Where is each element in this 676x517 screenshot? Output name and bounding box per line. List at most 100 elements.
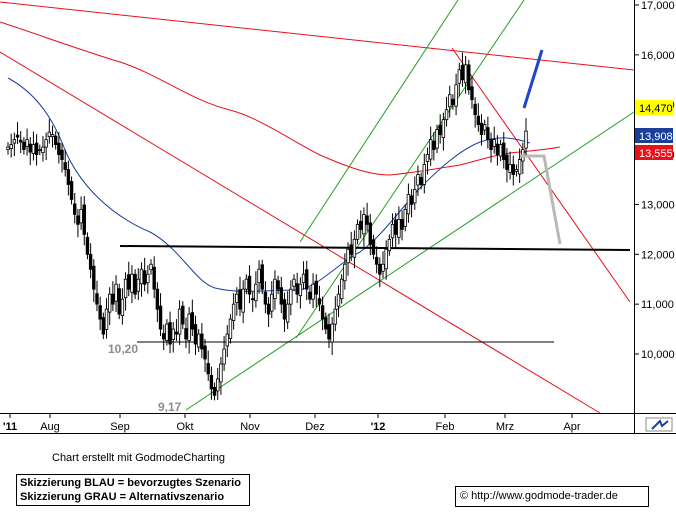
candle-body — [279, 287, 284, 305]
candle-body — [19, 139, 23, 143]
candle-body — [190, 312, 195, 330]
scenario-legend: Skizzierung BLAU = bevorzugtes Szenario … — [16, 474, 250, 506]
candle — [479, 114, 484, 146]
candle-body — [107, 293, 112, 313]
candle-body — [365, 215, 369, 225]
candle — [196, 329, 201, 353]
candle — [416, 165, 420, 196]
website-url[interactable]: http://www.godmode-trader.de — [471, 490, 618, 502]
candle — [368, 213, 372, 256]
green-uptrend-line — [185, 111, 635, 411]
candle-body — [228, 318, 233, 339]
candle-body — [225, 333, 229, 347]
candle-body — [231, 303, 236, 321]
candle-body — [422, 164, 427, 185]
candle — [374, 246, 379, 274]
candle — [142, 257, 147, 292]
candle — [292, 274, 296, 292]
candle-body — [219, 363, 223, 383]
y-tick-label: 10,000 — [641, 349, 675, 361]
candle-body — [457, 69, 461, 84]
candle-body — [432, 140, 436, 150]
candle — [206, 350, 210, 381]
y-tick-label: 12,000 — [641, 249, 675, 261]
candle-body — [82, 204, 86, 235]
red-trendlines — [0, 1, 635, 414]
candle — [95, 280, 99, 312]
candle-body — [289, 288, 293, 305]
candle-body — [111, 293, 115, 305]
candle-body — [79, 209, 83, 224]
candle — [514, 164, 519, 177]
candle-body — [435, 129, 439, 149]
candle-body — [38, 149, 42, 151]
candle — [247, 265, 252, 304]
candle-body — [514, 169, 519, 172]
candle-body — [502, 142, 506, 160]
candle — [73, 192, 77, 224]
chart-corner-icon[interactable] — [645, 417, 673, 432]
candle-body — [250, 298, 255, 301]
candle-body — [311, 283, 315, 300]
candle — [162, 324, 166, 351]
candle-body — [181, 305, 185, 325]
candle — [384, 240, 388, 280]
candle — [505, 148, 509, 183]
candle-body — [44, 139, 48, 148]
x-tick-label: Apr — [563, 421, 580, 433]
candle — [467, 59, 471, 95]
candle-body — [498, 144, 503, 157]
x-tick-label: Sep — [110, 421, 130, 433]
candle — [120, 288, 125, 325]
badge-label: 14,470 — [639, 103, 673, 115]
candle-body — [492, 139, 496, 147]
y-axis-ticks: 17,00016,00015,00014,00013,00012,00011,0… — [634, 0, 675, 361]
candle-body — [168, 322, 172, 345]
candle — [346, 242, 350, 276]
badge-label: 13,555 — [639, 148, 673, 160]
candle — [114, 275, 118, 313]
candle — [365, 202, 369, 232]
candle — [451, 94, 455, 110]
candle-body — [158, 305, 163, 330]
candle — [181, 301, 185, 330]
candle — [273, 270, 277, 310]
candle-body — [57, 142, 61, 155]
candle-body — [117, 288, 121, 315]
candle-body — [298, 283, 303, 297]
candle-body — [403, 209, 407, 227]
y-tick-label: 13,000 — [641, 199, 675, 211]
candle-body — [85, 236, 90, 255]
x-axis-ticks: '11 Aug Sep Okt Nov Dez '12 Feb Mrz Apr — [3, 413, 581, 433]
candle — [209, 366, 214, 400]
candle — [289, 280, 293, 316]
candle — [219, 356, 223, 395]
candle-body — [346, 248, 350, 264]
candle-body — [505, 154, 509, 170]
candle-body — [476, 115, 481, 126]
candle-body — [196, 333, 201, 348]
candle — [98, 296, 102, 331]
candle — [41, 136, 45, 162]
candle — [260, 259, 264, 295]
candle — [403, 204, 407, 232]
candle-body — [146, 273, 150, 284]
x-tick-label: Feb — [436, 421, 455, 433]
candle — [76, 208, 80, 238]
candle-body — [524, 130, 528, 149]
candle-body — [238, 289, 242, 310]
candle — [511, 155, 515, 186]
website-link[interactable]: © http://www.godmode-trader.de — [455, 486, 649, 507]
candle — [38, 144, 42, 156]
candle-body — [371, 239, 376, 255]
candle-body — [467, 64, 471, 91]
candle-body — [324, 317, 328, 330]
candle-body — [114, 283, 118, 302]
candle-body — [343, 263, 347, 282]
candle-body — [257, 268, 261, 284]
candle — [266, 297, 271, 328]
green-channel-top — [299, 0, 459, 243]
candle-body — [378, 263, 382, 275]
candle — [400, 210, 404, 241]
candle-body — [295, 283, 299, 295]
